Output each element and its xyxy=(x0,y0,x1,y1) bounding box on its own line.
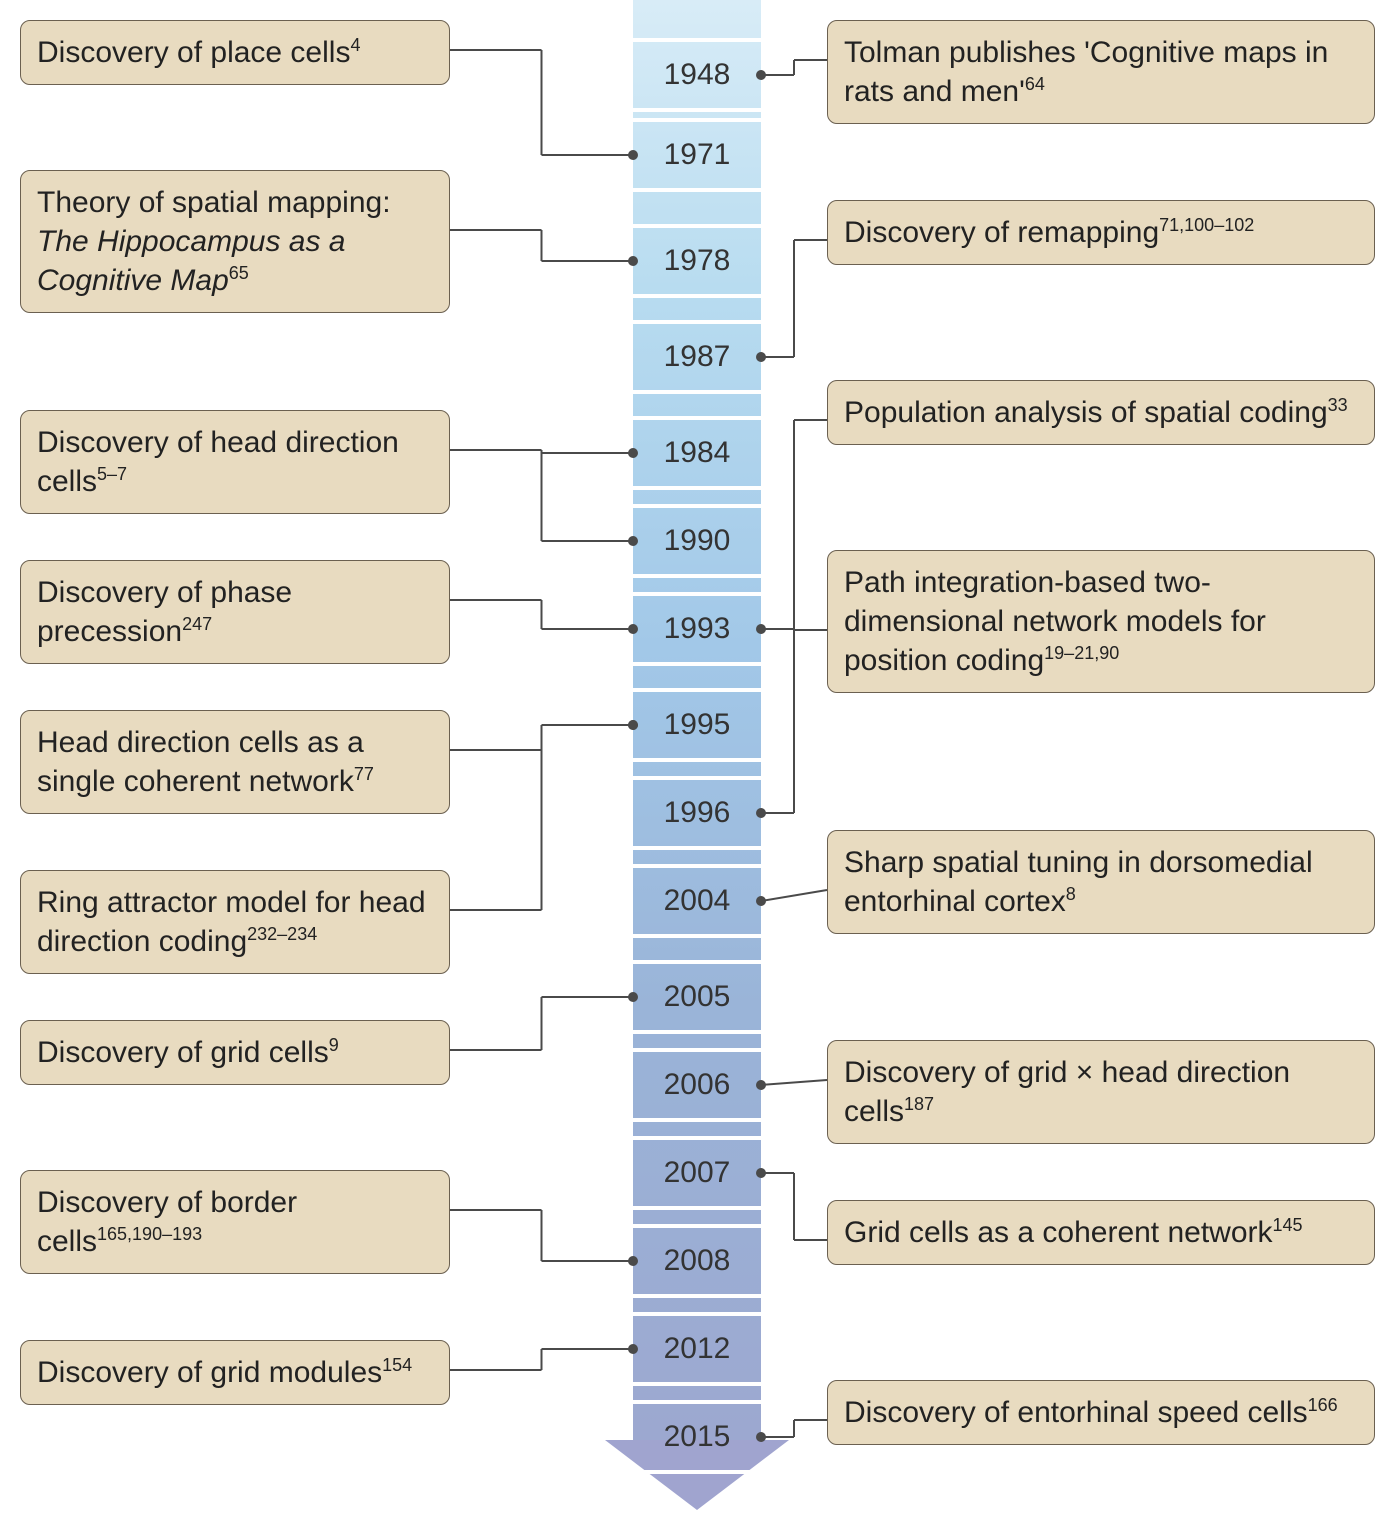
label-head-dir: Discovery of head direction cells5–7 xyxy=(20,410,450,514)
label-sharp-tuning: Sharp spatial tuning in dorsomedial ento… xyxy=(827,830,1375,934)
label-place-cells: Discovery of place cells4 xyxy=(20,20,450,85)
year-1971: 1971 xyxy=(633,118,761,192)
label-remapping: Discovery of remapping71,100–102 xyxy=(827,200,1375,265)
year-1978: 1978 xyxy=(633,224,761,298)
label-tolman: Tolman publishes 'Cognitive maps in rats… xyxy=(827,20,1375,124)
year-2008: 2008 xyxy=(633,1224,761,1298)
year-2004: 2004 xyxy=(633,864,761,938)
year-1990: 1990 xyxy=(633,504,761,578)
label-spatial-mapping: Theory of spatial mapping: The Hippocamp… xyxy=(20,170,450,313)
year-1948: 1948 xyxy=(633,38,761,112)
year-1996: 1996 xyxy=(633,776,761,850)
label-phase-prec: Discovery of phase precession247 xyxy=(20,560,450,664)
timeline-diagram: 19481971 1978 1987 1984 1990 1993 1995 1996 2004… xyxy=(0,0,1395,1517)
label-ring-attractor: Ring attractor model for head direction … xyxy=(20,870,450,974)
year-1984: 1984 xyxy=(633,416,761,490)
label-hd-network: Head direction cells as a single coheren… xyxy=(20,710,450,814)
year-2015: 2015 xyxy=(633,1400,761,1474)
label-grid-network: Grid cells as a coherent network145 xyxy=(827,1200,1375,1265)
year-2006: 2006 xyxy=(633,1048,761,1122)
year-1995: 1995 xyxy=(633,688,761,762)
label-grid-modules: Discovery of grid modules154 xyxy=(20,1340,450,1405)
year-1993: 1993 xyxy=(633,592,761,666)
label-path-integration: Path integration-based two-dimensional n… xyxy=(827,550,1375,693)
label-grid-hd: Discovery of grid × head direction cells… xyxy=(827,1040,1375,1144)
label-pop-analysis: Population analysis of spatial coding33 xyxy=(827,380,1375,445)
label-border-cells: Discovery of border cells165,190–193 xyxy=(20,1170,450,1274)
timeline-arrow: 19481971 1978 1987 1984 1990 1993 1995 1996 2004… xyxy=(633,0,761,1517)
year-2005: 2005 xyxy=(633,960,761,1034)
year-2012: 2012 xyxy=(633,1312,761,1386)
label-grid-cells: Discovery of grid cells9 xyxy=(20,1020,450,1085)
label-speed-cells: Discovery of entorhinal speed cells166 xyxy=(827,1380,1375,1445)
year-1987: 1987 xyxy=(633,320,761,394)
year-2007: 2007 xyxy=(633,1136,761,1210)
